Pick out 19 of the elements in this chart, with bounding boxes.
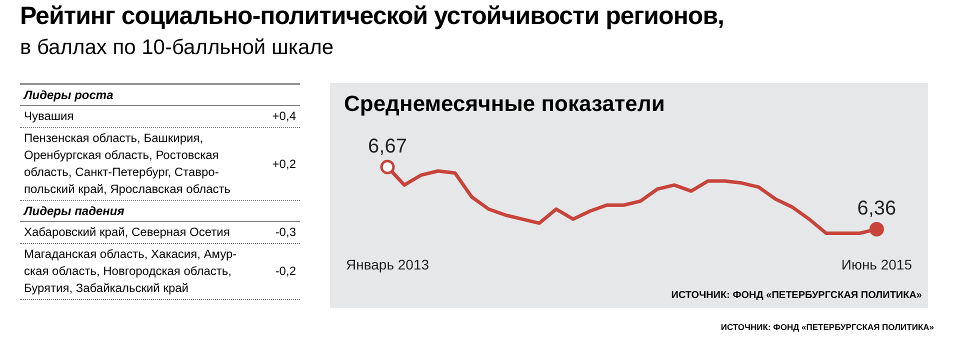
text: Лидеры роста xyxy=(20,85,300,106)
data-label: -0,2 xyxy=(275,263,296,280)
data-label: 6,36 xyxy=(857,198,896,220)
x-tick-label: Январь 2013 xyxy=(346,256,430,272)
text: Рейтинг социально-политической устойчивости регионов, xyxy=(20,2,724,31)
data-label: +0,4 xyxy=(272,108,296,125)
category-label: Чувашия xyxy=(24,108,75,125)
text: ИСТОЧНИК: ФОНД «ПЕТЕРБУРГСКАЯ ПОЛИТИКА» xyxy=(720,322,934,332)
text: ИСТОЧНИК: ФОНД «ПЕТЕРБУРГСКАЯ ПОЛИТИКА» xyxy=(671,290,922,301)
category-label: Магаданская область, Хакасия, Амур-ская область, Новгородская область, Бурятия, Забайкальский край xyxy=(24,246,238,297)
text: Лидеры падения xyxy=(20,201,300,222)
chart-title: Среднемесячные показатели xyxy=(344,91,665,117)
data-label: 6,67 xyxy=(368,136,407,158)
category-label: Хабаровский край, Северная Осетия xyxy=(24,224,231,241)
text: в баллах по 10-балльной шкале xyxy=(20,36,334,60)
data-label: -0,3 xyxy=(275,224,296,241)
category-label: Пензенская область, Башкирия, Оренбургская область, Ростовская область, Санкт-Петербург, Ставро-польский край, Ярославская область xyxy=(24,130,232,198)
data-label: +0,2 xyxy=(272,156,296,172)
x-tick-label: Июнь 2015 xyxy=(841,256,912,272)
